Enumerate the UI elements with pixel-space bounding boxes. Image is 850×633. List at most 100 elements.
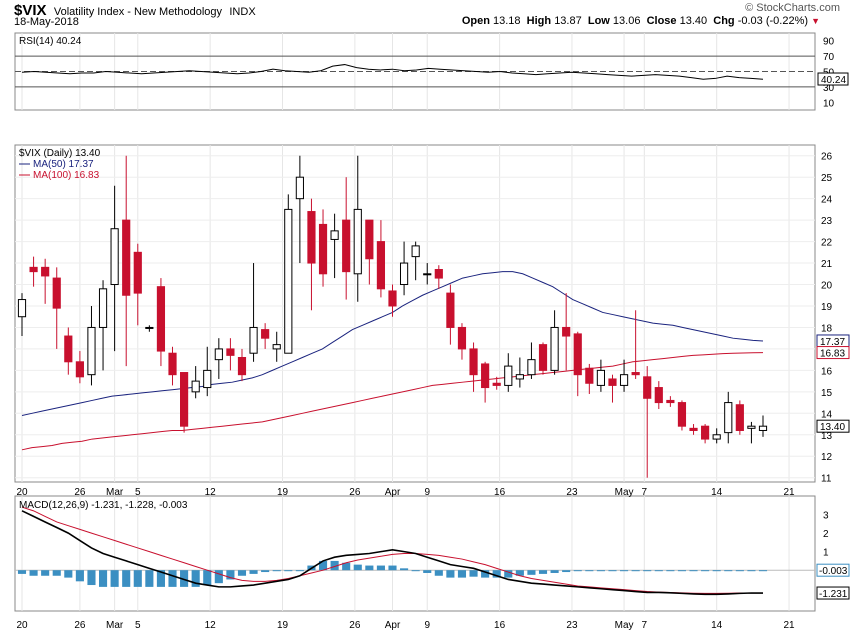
macd-signal-line [21, 506, 764, 594]
candle-body [619, 374, 629, 386]
rsi-y-tick: 70 [823, 52, 835, 63]
candle-body [64, 335, 73, 363]
candle-body [388, 290, 397, 307]
candle-body [145, 326, 154, 329]
candle-body [654, 387, 663, 404]
chart-title: $VIX Volatility Index - New Methodology … [14, 2, 256, 19]
macd-histogram-bar [75, 570, 84, 582]
macd-y-tick: 3 [823, 511, 829, 522]
candle-body [168, 352, 177, 376]
x-tick-label-bottom: 14 [711, 620, 723, 631]
macd-histogram-bar [64, 570, 73, 578]
candle-body [365, 219, 374, 260]
macd-histogram-bar [156, 570, 165, 587]
candle-body [446, 292, 455, 328]
macd-line [21, 510, 764, 596]
candle-body [596, 369, 605, 386]
macd-histogram-bar [284, 570, 293, 572]
candle-body [284, 208, 293, 354]
candle-body [504, 365, 513, 386]
candle-body [376, 241, 386, 290]
macd-histogram-bar [272, 570, 281, 572]
candle-body [527, 359, 536, 376]
candle-body [469, 348, 478, 376]
candle-body [423, 273, 432, 276]
macd-histogram-bar [168, 570, 177, 587]
macd-histogram-bar [643, 570, 652, 572]
macd-histogram-bar [122, 570, 131, 587]
candle-body [226, 348, 235, 356]
macd-histogram-bar [261, 570, 270, 573]
candle-body [538, 344, 548, 371]
macd-histogram-bar [573, 570, 582, 572]
x-tick-label: May [615, 487, 634, 498]
macd-title: MACD(12,26,9) -1.231, -1.228, -0.003 [19, 500, 188, 511]
price-y-tick: 21 [821, 259, 833, 270]
macd-hist-last-label: -0.003 [819, 566, 848, 577]
x-tick-label: 23 [566, 487, 578, 498]
rsi-y-tick: 30 [823, 83, 835, 94]
candle-body [110, 228, 119, 286]
candle-body [29, 266, 38, 273]
candle-body [434, 268, 443, 279]
high-value: 13.87 [554, 15, 582, 27]
x-tick-label: 26 [74, 487, 86, 498]
macd-histogram-bar [237, 570, 247, 576]
x-tick-label-bottom: 23 [566, 620, 578, 631]
x-tick-label-bottom: Apr [385, 620, 401, 631]
macd-histogram-bar [654, 570, 663, 572]
candle-body [562, 326, 571, 337]
candle-body [342, 219, 351, 273]
price-y-tick: 18 [821, 323, 833, 334]
macd-histogram-bar [689, 570, 698, 572]
price-title: $VIX (Daily) 13.40 [19, 148, 101, 159]
candle-body [585, 367, 594, 384]
open-label: Open [461, 15, 490, 27]
macd-histogram-bar [631, 570, 640, 572]
macd-histogram-bar [423, 570, 432, 573]
rsi-y-tick: 90 [823, 37, 835, 48]
macd-histogram-bar [318, 560, 328, 571]
macd-histogram-bar [724, 570, 733, 572]
price-y-tick: 19 [821, 302, 833, 313]
x-tick-label: 5 [135, 487, 141, 498]
candle-body [98, 288, 108, 328]
macd-histogram-bar [504, 570, 513, 578]
x-tick-label: Apr [385, 487, 401, 498]
rsi-y-tick: 10 [823, 98, 835, 109]
candle-body [666, 399, 675, 404]
candle-body [261, 329, 270, 339]
x-tick-label: 19 [277, 487, 289, 498]
price-y-tick: 15 [821, 388, 833, 399]
candle-body [191, 380, 200, 393]
x-tick-label: 12 [205, 487, 217, 498]
ma100-line [21, 352, 764, 451]
ma100-last-label: 16.83 [820, 349, 845, 360]
candle-body [17, 299, 27, 318]
low-label: Low [587, 15, 610, 27]
candle-body [399, 262, 409, 286]
rsi-title: RSI(14) 40.24 [19, 36, 82, 47]
chart-date: 18-May-2018 [14, 16, 79, 28]
x-tick-label-bottom: 19 [277, 620, 289, 631]
close-last-label-box [816, 419, 850, 433]
candle-body [214, 348, 223, 361]
rsi-line [21, 64, 764, 80]
macd-histogram-bar [191, 570, 200, 587]
x-tick-label-bottom: 26 [74, 620, 86, 631]
macd-histogram-bar [87, 570, 96, 586]
macd-histogram-bar [388, 565, 397, 571]
x-tick-label: 20 [16, 487, 28, 498]
candle-body [573, 333, 582, 376]
ma50-last-label: 17.37 [820, 337, 845, 348]
macd-histogram-bar [145, 570, 154, 587]
candle-body [457, 326, 467, 350]
macd-histogram-bar [712, 570, 721, 572]
rsi-last-label: 40.24 [821, 75, 846, 86]
ohlc-readout: Open 13.18 High 13.87 Low 13.06 Close 13… [462, 15, 820, 27]
macd-histogram-bar [29, 570, 38, 576]
macd-y-tick: 1 [823, 548, 829, 559]
high-label: High [526, 15, 552, 27]
candle-body [492, 382, 501, 386]
